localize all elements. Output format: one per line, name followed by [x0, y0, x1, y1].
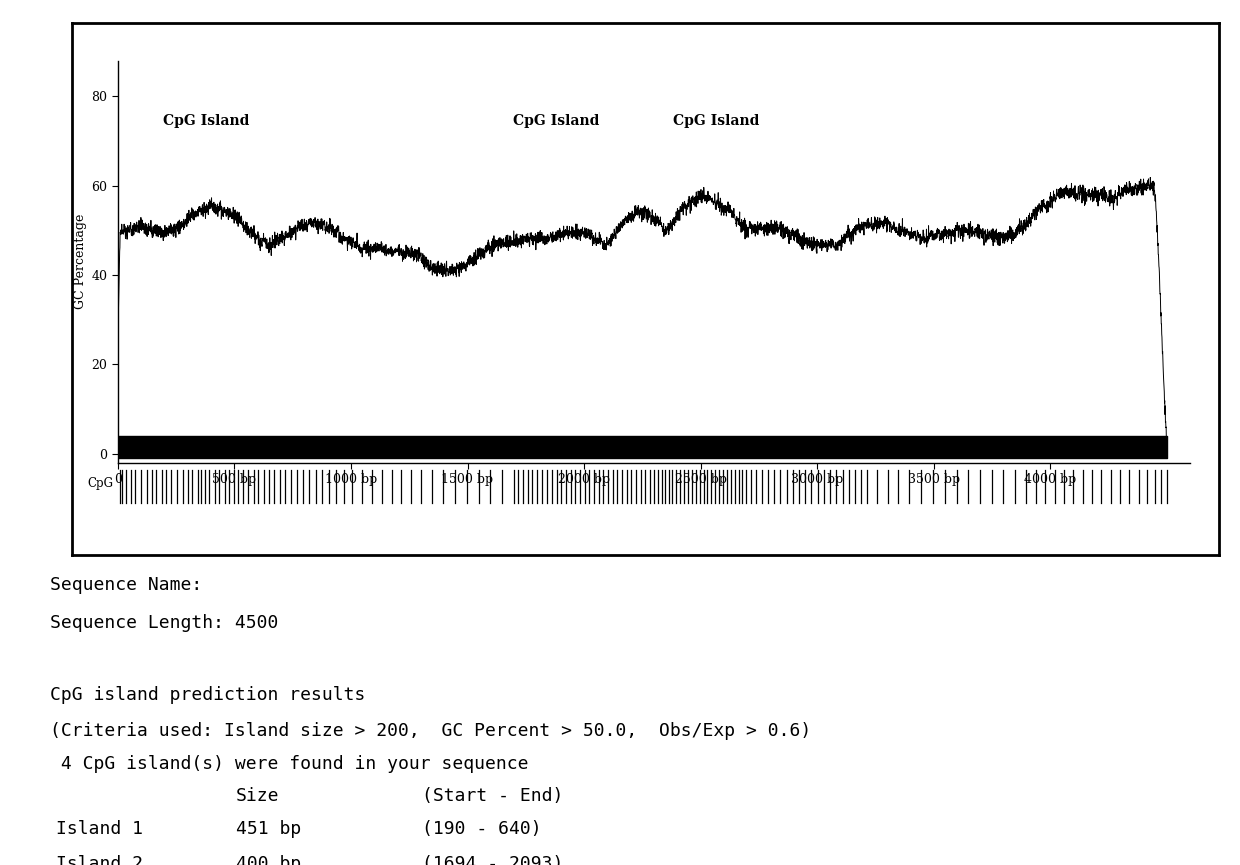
Text: 400 bp: 400 bp	[236, 855, 301, 865]
Text: Sequence Name:: Sequence Name:	[50, 575, 202, 593]
Text: Sequence Length: 4500: Sequence Length: 4500	[50, 614, 278, 632]
Text: CpG Island: CpG Island	[513, 113, 599, 127]
Text: (Criteria used: Island size > 200,  GC Percent > 50.0,  Obs/Exp > 0.6): (Criteria used: Island size > 200, GC Pe…	[50, 721, 811, 740]
Text: Island 2: Island 2	[56, 855, 143, 865]
Text: CpG Island: CpG Island	[673, 113, 759, 127]
Text: CpG: CpG	[88, 477, 114, 490]
Text: (190 - 640): (190 - 640)	[422, 820, 541, 838]
Text: 451 bp: 451 bp	[236, 820, 301, 838]
Text: Island 1: Island 1	[56, 820, 143, 838]
Text: Size: Size	[236, 787, 279, 805]
Text: CpG Island: CpG Island	[164, 113, 249, 127]
Text: 4 CpG island(s) were found in your sequence: 4 CpG island(s) were found in your seque…	[50, 754, 528, 772]
Y-axis label: GC Percentage: GC Percentage	[74, 214, 87, 310]
Text: (1694 - 2093): (1694 - 2093)	[422, 855, 563, 865]
Text: (Start - End): (Start - End)	[422, 787, 563, 805]
Text: CpG island prediction results: CpG island prediction results	[50, 686, 365, 704]
